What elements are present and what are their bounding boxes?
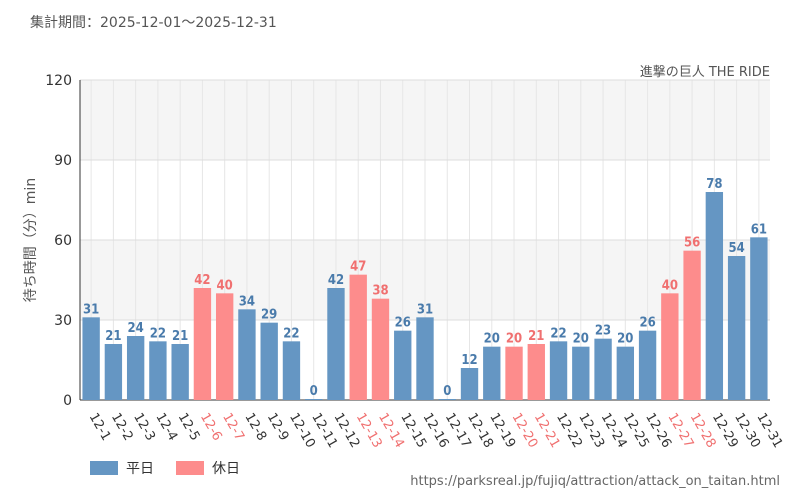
value-label-12-12: 42 xyxy=(328,273,344,288)
bar-12-26 xyxy=(638,330,657,400)
value-label-12-18: 12 xyxy=(461,353,477,368)
bar-12-3 xyxy=(126,336,145,400)
bar-12-14 xyxy=(371,298,390,400)
bar-12-29 xyxy=(705,192,724,400)
value-label-12-25: 20 xyxy=(617,332,633,347)
value-label-12-24: 23 xyxy=(595,324,611,339)
chart-title: 進撃の巨人 THE RIDE xyxy=(639,65,770,80)
x-tick-label-12-4: 12-4 xyxy=(152,411,180,444)
bar-12-1 xyxy=(82,317,100,400)
bar-12-12 xyxy=(327,288,345,400)
value-label-12-26: 26 xyxy=(639,316,655,331)
legend: 平日 休日 xyxy=(90,458,262,478)
value-label-12-1: 31 xyxy=(83,302,99,317)
value-label-12-19: 20 xyxy=(484,332,500,347)
legend-swatch-weekday xyxy=(90,461,118,475)
period-label: 集計期間：2025-12-01～2025-12-31 xyxy=(30,15,277,31)
bar-12-25 xyxy=(616,346,635,400)
x-tick-label-12-6: 12-6 xyxy=(197,411,225,444)
value-label-12-20: 20 xyxy=(506,332,522,347)
bar-12-13 xyxy=(349,274,367,400)
value-label-12-13: 47 xyxy=(350,260,366,275)
y-tick-label: 30 xyxy=(54,313,72,329)
bar-12-18 xyxy=(460,368,479,400)
bar-12-10 xyxy=(282,341,301,400)
x-tick-label-12-2: 12-2 xyxy=(108,411,136,444)
value-label-12-2: 21 xyxy=(105,329,121,344)
value-label-12-4: 22 xyxy=(150,326,166,341)
legend-label-weekday: 平日 xyxy=(126,461,154,477)
value-label-12-31: 61 xyxy=(751,222,767,237)
bar-12-28 xyxy=(683,250,701,400)
bar-12-19 xyxy=(483,346,501,400)
x-tick-label-12-8: 12-8 xyxy=(241,411,269,444)
x-tick-label-12-7: 12-7 xyxy=(219,411,247,444)
y-axis-label: 待ち時間（分）min xyxy=(23,178,39,302)
x-tick-label-12-5: 12-5 xyxy=(175,411,203,444)
value-label-12-8: 34 xyxy=(239,294,255,309)
value-label-12-7: 40 xyxy=(217,278,233,293)
value-label-12-10: 22 xyxy=(283,326,299,341)
bar-12-11 xyxy=(305,399,323,400)
value-label-12-21: 21 xyxy=(528,329,544,344)
bar-12-24 xyxy=(594,338,612,400)
value-label-12-14: 38 xyxy=(372,284,388,299)
value-label-12-5: 21 xyxy=(172,329,188,344)
bar-12-7 xyxy=(215,293,234,400)
bar-12-22 xyxy=(549,341,568,400)
value-label-12-9: 29 xyxy=(261,308,277,323)
y-tick-label: 60 xyxy=(54,233,72,249)
bar-12-2 xyxy=(104,344,123,400)
bar-12-17 xyxy=(438,399,456,400)
bar-12-21 xyxy=(527,344,545,400)
bar-12-27 xyxy=(661,293,679,400)
y-tick-label: 0 xyxy=(63,393,72,409)
y-tick-label: 90 xyxy=(54,153,72,169)
bar-12-5 xyxy=(171,344,189,400)
bar-12-30 xyxy=(727,256,746,400)
value-label-12-17: 0 xyxy=(443,384,451,399)
value-label-12-16: 31 xyxy=(417,302,433,317)
legend-item-weekday: 平日 xyxy=(90,458,154,478)
value-label-12-3: 24 xyxy=(128,321,144,336)
x-tick-label-12-1: 12-1 xyxy=(86,411,114,444)
source-url: https://parksreal.jp/fujiq/attraction/at… xyxy=(410,474,780,489)
legend-swatch-holiday xyxy=(176,461,204,475)
value-label-12-27: 40 xyxy=(662,278,678,293)
bar-12-16 xyxy=(416,317,434,400)
bar-12-4 xyxy=(149,341,167,400)
bar-12-20 xyxy=(505,346,523,400)
bar-12-23 xyxy=(572,346,590,400)
y-tick-label: 120 xyxy=(45,73,72,89)
bar-12-6 xyxy=(193,288,212,400)
value-label-12-23: 20 xyxy=(573,332,589,347)
bar-12-8 xyxy=(238,309,256,400)
value-label-12-30: 54 xyxy=(728,241,744,256)
value-label-12-6: 42 xyxy=(194,273,210,288)
bar-12-15 xyxy=(394,330,412,400)
bar-12-9 xyxy=(260,322,278,400)
legend-label-holiday: 休日 xyxy=(212,461,240,477)
value-label-12-11: 0 xyxy=(310,384,318,399)
bar-12-31 xyxy=(750,237,768,400)
value-label-12-15: 26 xyxy=(395,316,411,331)
legend-item-holiday: 休日 xyxy=(176,458,240,478)
value-label-12-28: 56 xyxy=(684,236,700,251)
x-tick-label-12-3: 12-3 xyxy=(130,411,158,444)
value-label-12-22: 22 xyxy=(550,326,566,341)
x-tick-label-12-9: 12-9 xyxy=(264,411,292,444)
value-label-12-29: 78 xyxy=(706,177,722,192)
